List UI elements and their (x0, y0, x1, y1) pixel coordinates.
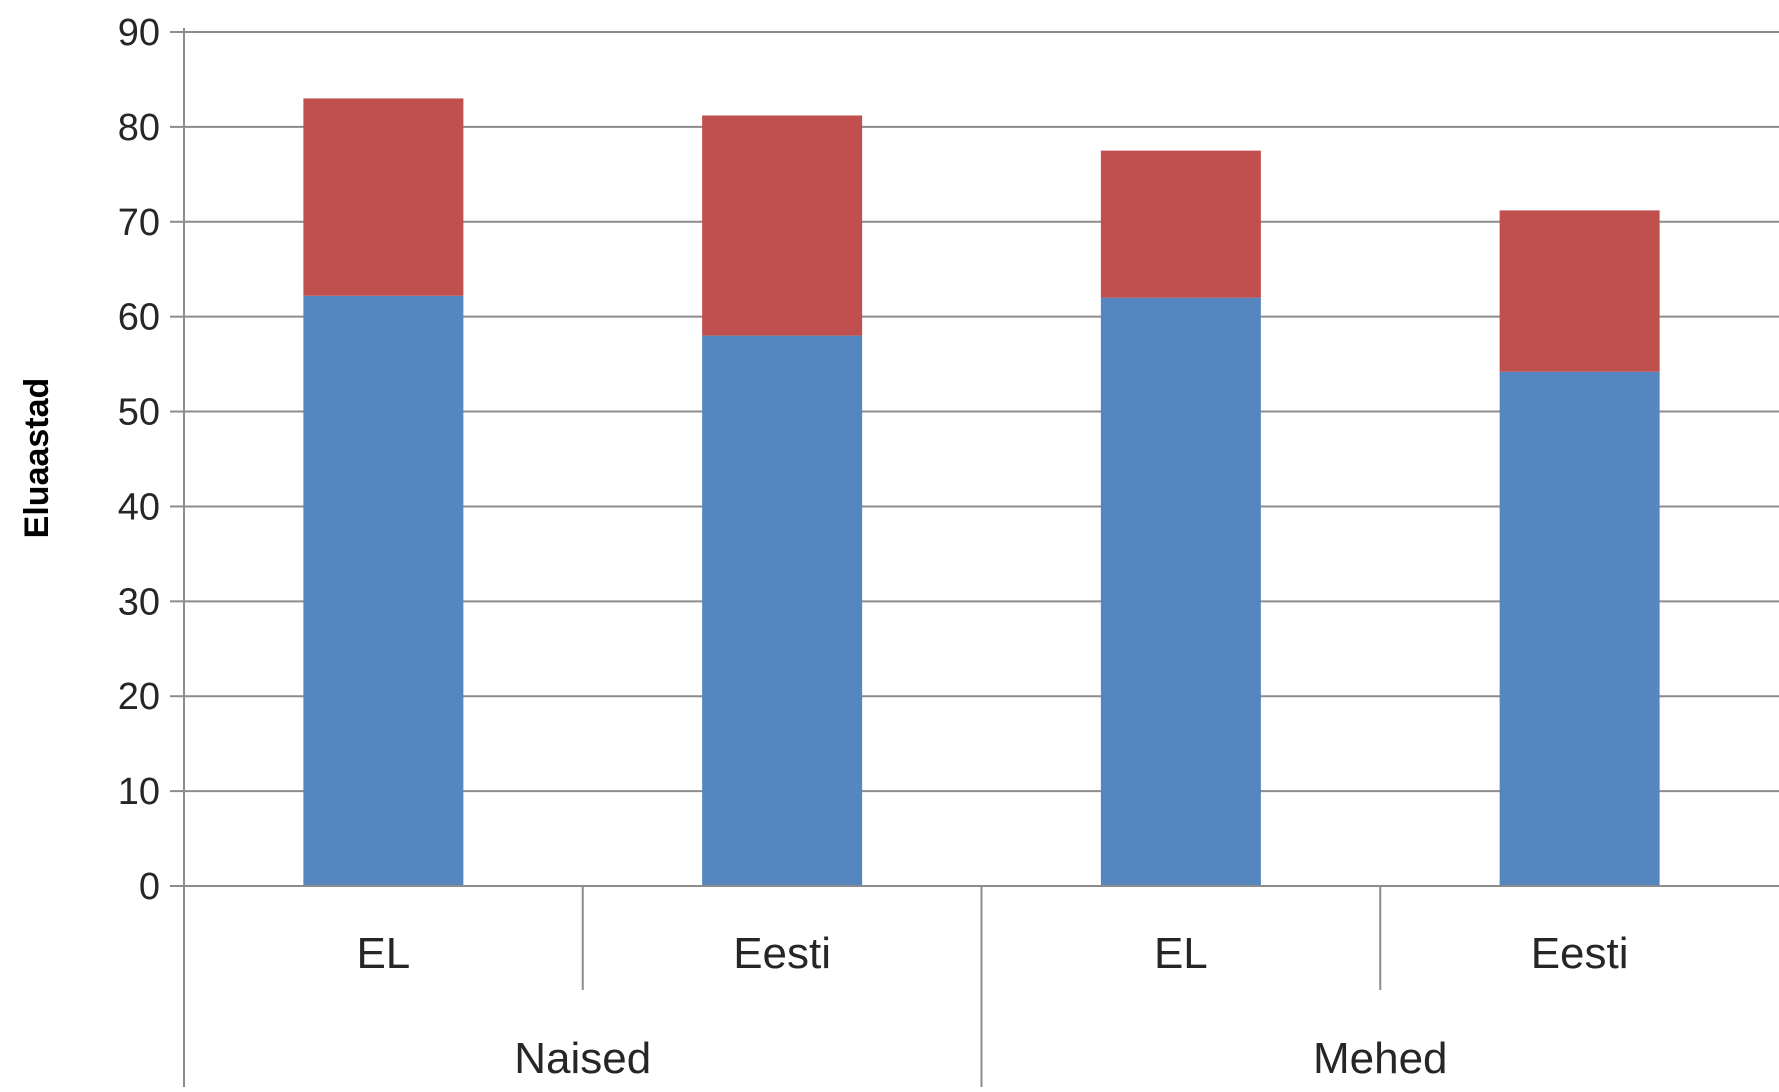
y-tick-label: 30 (118, 581, 160, 623)
y-axis-title: Eluaastad (18, 378, 56, 539)
y-tick-label: 40 (118, 486, 160, 528)
x-group-labels: Naised Mehed (514, 1034, 1447, 1083)
x-category-label: EL (356, 929, 410, 978)
bars (303, 98, 1660, 887)
bar-segment-upper (303, 98, 464, 296)
y-tick-label: 50 (118, 392, 160, 434)
axes (170, 28, 1779, 1087)
y-tick-label: 0 (139, 866, 160, 908)
x-category-label: Eesti (733, 929, 831, 978)
y-tick-label: 80 (118, 107, 160, 149)
y-tick-label: 60 (118, 297, 160, 339)
bar-segment-upper (1100, 150, 1261, 298)
x-category-labels: EL Eesti EL Eesti (356, 929, 1628, 978)
x-category-label: EL (1154, 929, 1208, 978)
y-tick-label: 20 (118, 676, 160, 718)
x-group-label: Naised (514, 1034, 651, 1083)
bar-segment-upper (702, 115, 863, 336)
y-tick-label: 90 (118, 12, 160, 54)
bar-segment-lower (1499, 371, 1660, 886)
x-group-label: Mehed (1313, 1034, 1448, 1083)
y-tick-labels: 0 10 20 30 40 50 60 70 80 90 (118, 12, 160, 908)
bar-segment-lower (1100, 297, 1261, 886)
bar-segment-lower (303, 295, 464, 886)
x-category-label: Eesti (1531, 929, 1629, 978)
bar-segment-upper (1499, 210, 1660, 372)
y-tick-label: 70 (118, 202, 160, 244)
y-tick-label: 10 (118, 771, 160, 813)
bar-segment-lower (702, 335, 863, 887)
